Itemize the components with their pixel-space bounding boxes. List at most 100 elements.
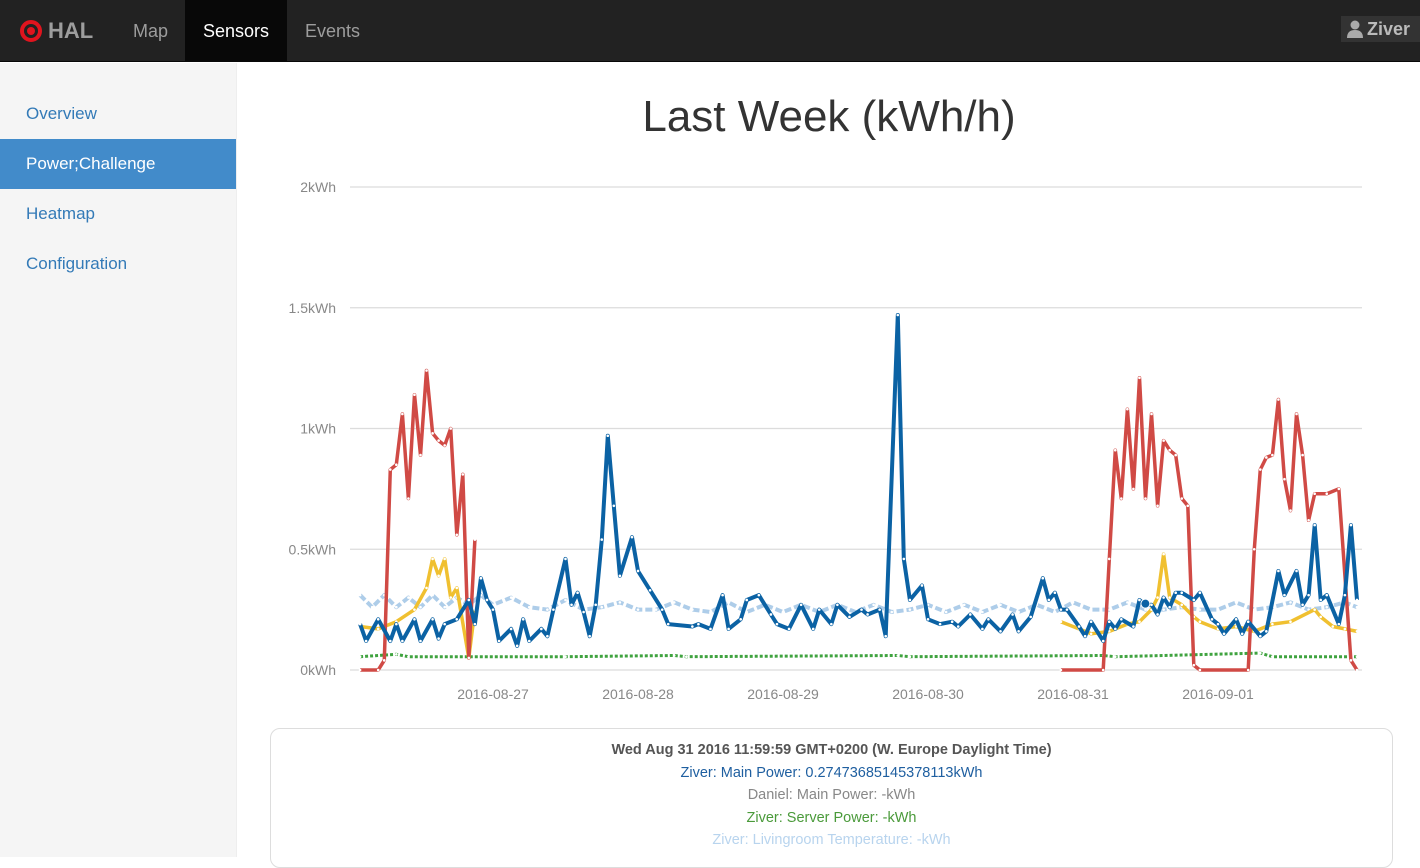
data-point[interactable]: [1041, 576, 1045, 580]
data-point[interactable]: [1017, 610, 1020, 614]
data-point[interactable]: [509, 627, 513, 631]
data-point[interactable]: [1156, 613, 1159, 616]
data-point[interactable]: [606, 434, 610, 438]
data-point[interactable]: [981, 610, 984, 614]
data-point[interactable]: [1174, 453, 1178, 457]
data-point[interactable]: [1089, 620, 1093, 623]
data-point[interactable]: [1126, 601, 1129, 604]
data-point[interactable]: [1132, 625, 1135, 628]
data-point[interactable]: [956, 625, 960, 628]
data-point[interactable]: [407, 655, 410, 659]
data-point[interactable]: [1289, 601, 1292, 604]
data-point[interactable]: [1113, 627, 1117, 631]
data-point[interactable]: [358, 593, 362, 597]
data-point[interactable]: [425, 369, 428, 372]
hovered-data-point[interactable]: [1140, 598, 1151, 609]
data-point[interactable]: [376, 617, 380, 621]
data-point[interactable]: [654, 608, 658, 611]
data-point[interactable]: [1313, 608, 1316, 611]
nav-events[interactable]: Events: [305, 21, 361, 41]
data-point[interactable]: [630, 535, 634, 539]
data-point[interactable]: [1107, 620, 1111, 623]
data-point[interactable]: [1331, 625, 1335, 628]
data-point[interactable]: [1180, 591, 1184, 595]
data-point[interactable]: [1089, 608, 1093, 611]
data-point[interactable]: [1258, 634, 1262, 638]
data-point[interactable]: [1162, 552, 1165, 556]
data-point[interactable]: [1156, 504, 1159, 508]
data-point[interactable]: [1355, 605, 1359, 609]
data-point[interactable]: [1271, 622, 1274, 626]
data-point[interactable]: [1307, 593, 1310, 597]
data-point[interactable]: [1059, 608, 1063, 611]
data-point[interactable]: [727, 601, 730, 604]
data-point[interactable]: [709, 610, 712, 614]
data-point[interactable]: [1029, 615, 1033, 619]
data-point[interactable]: [443, 557, 446, 561]
data-point[interactable]: [395, 605, 398, 609]
data-point[interactable]: [552, 608, 555, 611]
data-point[interactable]: [1325, 605, 1329, 609]
data-point[interactable]: [564, 655, 567, 659]
data-point[interactable]: [570, 603, 573, 607]
data-point[interactable]: [431, 617, 434, 621]
data-point[interactable]: [666, 622, 670, 626]
data-point[interactable]: [1150, 603, 1153, 607]
data-point[interactable]: [370, 605, 374, 609]
data-point[interactable]: [691, 608, 694, 611]
data-point[interactable]: [1337, 487, 1341, 491]
data-point[interactable]: [1107, 608, 1111, 611]
data-point[interactable]: [636, 608, 640, 611]
data-point[interactable]: [660, 608, 664, 611]
data-point[interactable]: [757, 593, 761, 597]
data-point[interactable]: [1313, 492, 1316, 496]
data-point[interactable]: [376, 627, 380, 631]
data-point[interactable]: [739, 617, 743, 621]
data-point[interactable]: [407, 596, 410, 599]
data-point[interactable]: [413, 393, 416, 396]
data-point[interactable]: [1343, 627, 1347, 631]
data-point[interactable]: [1277, 398, 1280, 401]
data-point[interactable]: [358, 622, 362, 626]
data-point[interactable]: [769, 613, 773, 616]
data-point[interactable]: [1295, 412, 1298, 416]
data-point[interactable]: [830, 622, 833, 626]
data-point[interactable]: [497, 639, 501, 643]
data-point[interactable]: [407, 497, 410, 500]
data-point[interactable]: [395, 463, 398, 467]
data-point[interactable]: [896, 313, 900, 317]
data-point[interactable]: [1198, 591, 1202, 595]
data-point[interactable]: [878, 608, 881, 611]
data-point[interactable]: [1307, 608, 1310, 611]
data-point[interactable]: [817, 608, 821, 611]
data-point[interactable]: [1337, 622, 1341, 626]
data-point[interactable]: [582, 610, 585, 614]
data-point[interactable]: [1252, 608, 1256, 611]
data-point[interactable]: [413, 608, 416, 611]
data-point[interactable]: [1198, 668, 1202, 672]
data-point[interactable]: [455, 586, 459, 590]
data-point[interactable]: [1150, 412, 1153, 416]
data-point[interactable]: [787, 627, 791, 631]
data-point[interactable]: [1120, 617, 1123, 621]
data-point[interactable]: [1301, 453, 1304, 457]
data-point[interactable]: [799, 603, 803, 607]
data-point[interactable]: [431, 557, 434, 561]
data-point[interactable]: [1216, 622, 1220, 626]
data-point[interactable]: [836, 603, 839, 607]
data-point[interactable]: [962, 603, 966, 607]
data-point[interactable]: [1174, 591, 1178, 595]
data-point[interactable]: [691, 625, 694, 628]
data-point[interactable]: [1017, 630, 1020, 633]
data-point[interactable]: [999, 603, 1002, 607]
data-point[interactable]: [1246, 668, 1250, 672]
data-point[interactable]: [1144, 608, 1147, 611]
sidebar-item-heatmap[interactable]: Heatmap: [26, 204, 95, 223]
data-point[interactable]: [721, 593, 724, 597]
data-point[interactable]: [1186, 504, 1190, 508]
data-point[interactable]: [944, 610, 948, 614]
data-point[interactable]: [908, 608, 912, 611]
data-point[interactable]: [1089, 632, 1093, 636]
data-point[interactable]: [1222, 632, 1226, 636]
data-point[interactable]: [636, 569, 640, 573]
